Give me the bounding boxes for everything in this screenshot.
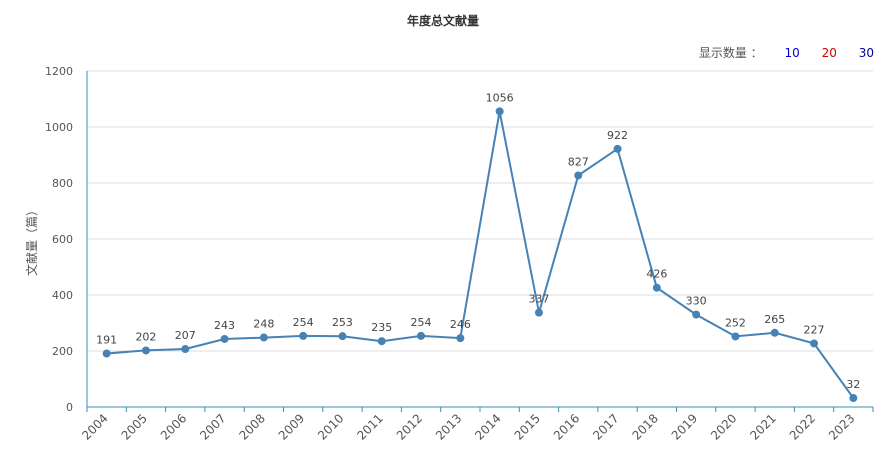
data-label: 202: [135, 330, 156, 343]
data-label: 235: [371, 321, 392, 334]
data-label: 253: [332, 316, 353, 329]
data-label: 265: [764, 313, 785, 326]
y-tick-label: 200: [52, 345, 73, 358]
data-label: 207: [175, 329, 196, 342]
data-label: 827: [568, 155, 589, 168]
x-tick-label: 2004: [79, 411, 110, 442]
data-label: 246: [450, 318, 471, 331]
data-label: 32: [846, 378, 860, 391]
data-point[interactable]: [534, 308, 543, 317]
x-tick-label: 2021: [747, 411, 778, 442]
data-point[interactable]: [574, 171, 583, 180]
data-label: 426: [646, 268, 667, 281]
data-point[interactable]: [102, 349, 111, 358]
data-point[interactable]: [417, 331, 426, 340]
x-tick-label: 2018: [629, 411, 660, 442]
data-point[interactable]: [220, 334, 229, 343]
x-tick-label: 2010: [315, 411, 346, 442]
data-label: 337: [528, 293, 549, 306]
chart-title: 年度总文献量: [407, 13, 479, 28]
display-count-selector: 显示数量 ： 10 20 30: [699, 44, 874, 61]
display-count-30-button[interactable]: 30: [858, 46, 874, 60]
y-axis-label: 文献量（篇）: [24, 204, 39, 276]
data-labels: 191 202 207 243 248 254 253 235 254 246 1056 337 827…: [96, 91, 860, 391]
data-label: 254: [411, 316, 432, 329]
x-tick-label: 2023: [826, 411, 857, 442]
x-tick-label: 2012: [394, 411, 425, 442]
y-tick-label: 0: [66, 401, 73, 414]
data-label: 330: [686, 295, 707, 308]
data-label: 191: [96, 334, 117, 347]
data-point[interactable]: [652, 283, 661, 292]
x-tick-label: 2011: [354, 411, 385, 442]
x-tick-label: 2019: [669, 411, 700, 442]
x-tick-label: 2016: [551, 411, 582, 442]
x-tick-label: 2007: [197, 411, 228, 442]
data-point[interactable]: [456, 334, 465, 343]
data-label: 1056: [486, 91, 514, 104]
data-label: 254: [293, 316, 314, 329]
data-label: 252: [725, 316, 746, 329]
data-point[interactable]: [849, 394, 858, 403]
x-tick-label: 2014: [472, 411, 503, 442]
data-point[interactable]: [810, 339, 819, 348]
data-point[interactable]: [692, 310, 701, 319]
y-tick-label: 1000: [45, 121, 73, 134]
x-tick-label: 2015: [512, 411, 543, 442]
data-label: 922: [607, 129, 628, 142]
x-tick-label: 2013: [433, 411, 464, 442]
display-count-label: 显示数量 ：: [698, 46, 763, 60]
data-label: 248: [253, 318, 274, 331]
series-line: [106, 111, 855, 399]
y-tick-label: 1200: [45, 65, 73, 78]
x-tick-label: 2022: [787, 411, 818, 442]
display-count-10-button[interactable]: 10: [784, 46, 800, 60]
x-tick-label: 2008: [236, 411, 267, 442]
data-label: 243: [214, 319, 235, 332]
data-point[interactable]: [181, 345, 190, 354]
x-tick-label: 2006: [158, 411, 189, 442]
x-tick-label: 2005: [119, 411, 150, 442]
grid-lines: [87, 70, 873, 352]
data-points: [102, 107, 858, 403]
y-axis-ticks: 0 200 400 600 800 1000 1200: [45, 65, 73, 414]
data-point[interactable]: [141, 346, 150, 355]
x-axis-ticks: 2004 2005 2006 2007 2008 2009 2010 2011 2012 2013…: [79, 407, 874, 443]
x-tick-label: 2020: [708, 411, 739, 442]
data-point[interactable]: [731, 332, 740, 341]
y-tick-label: 800: [52, 177, 73, 190]
y-tick-label: 400: [52, 289, 73, 302]
data-point[interactable]: [259, 333, 268, 342]
data-point[interactable]: [770, 328, 779, 337]
y-tick-label: 600: [52, 233, 73, 246]
data-point[interactable]: [338, 332, 347, 341]
x-tick-label: 2017: [590, 411, 621, 442]
data-point[interactable]: [299, 331, 308, 340]
x-tick-label: 2009: [276, 411, 307, 442]
data-label: 227: [804, 323, 825, 336]
data-point[interactable]: [377, 337, 386, 346]
data-point[interactable]: [495, 107, 504, 116]
data-point[interactable]: [613, 144, 622, 153]
display-count-20-button[interactable]: 20: [821, 46, 837, 60]
